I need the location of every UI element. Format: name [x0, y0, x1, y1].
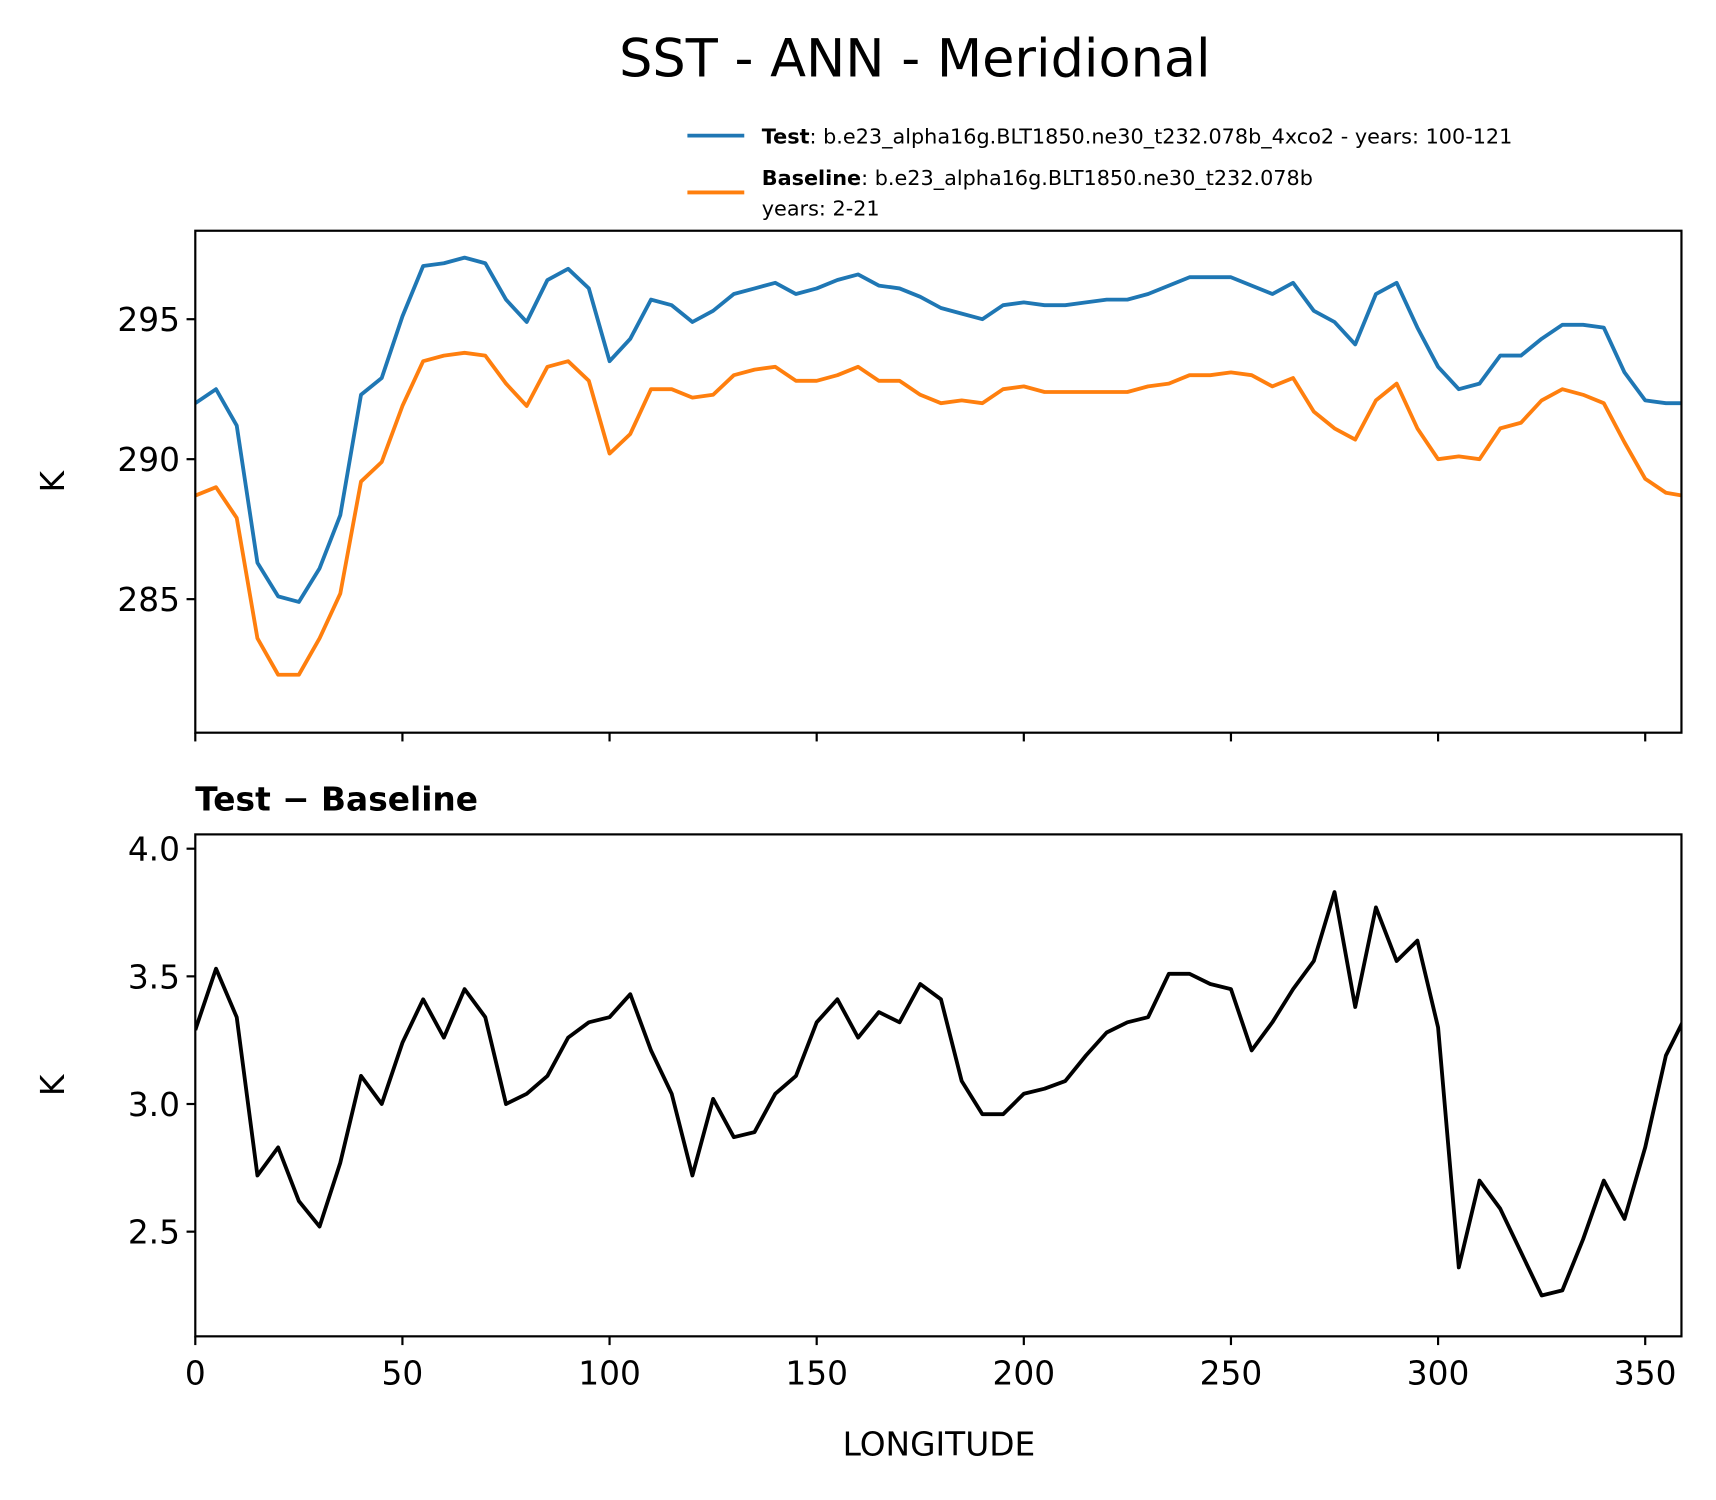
legend-name: Baseline — [762, 166, 861, 190]
axes-frame — [194, 833, 1683, 1338]
x-axis-label: LONGITUDE — [843, 1426, 1036, 1464]
legend-name: Test — [762, 124, 810, 148]
x-tick-label: 150 — [785, 1354, 848, 1392]
y-tick-label: 3.5 — [128, 958, 180, 996]
chart-title: SST - ANN - Meridional — [619, 29, 1210, 90]
axes-frame — [194, 229, 1683, 734]
y-tick-label: 4.0 — [128, 831, 180, 869]
x-tick-label: 0 — [185, 1354, 206, 1392]
y-tick-label: 285 — [117, 581, 180, 619]
legend-detail: : b.e23_alpha16g.BLT1850.ne30_t232.078b — [861, 166, 1313, 190]
legend-detail: years: 2-21 — [762, 196, 880, 220]
legend-detail: : b.e23_alpha16g.BLT1850.ne30_t232.078b_… — [810, 124, 1513, 148]
y-axis-label: K — [34, 469, 72, 492]
y-tick-label: 3.0 — [128, 1086, 180, 1124]
y-tick-label: 295 — [117, 301, 180, 339]
y-tick-label: 290 — [117, 441, 180, 479]
legend-entry: Test: b.e23_alpha16g.BLT1850.ne30_t232.0… — [762, 124, 1513, 148]
x-tick-label: 250 — [1200, 1354, 1263, 1392]
x-tick-label: 50 — [382, 1354, 424, 1392]
x-tick-label: 300 — [1407, 1354, 1470, 1392]
x-tick-label: 350 — [1614, 1354, 1677, 1392]
y-axis-label: K — [34, 1073, 72, 1096]
data-line — [195, 350, 1682, 677]
subplot-title: Test − Baseline — [195, 780, 478, 818]
legend-entry: Baseline: b.e23_alpha16g.BLT1850.ne30_t2… — [762, 166, 1313, 190]
data-line — [195, 890, 1682, 1298]
x-tick-label: 100 — [578, 1354, 641, 1392]
y-tick-label: 2.5 — [128, 1214, 180, 1252]
data-line — [195, 255, 1682, 604]
x-tick-label: 200 — [993, 1354, 1056, 1392]
